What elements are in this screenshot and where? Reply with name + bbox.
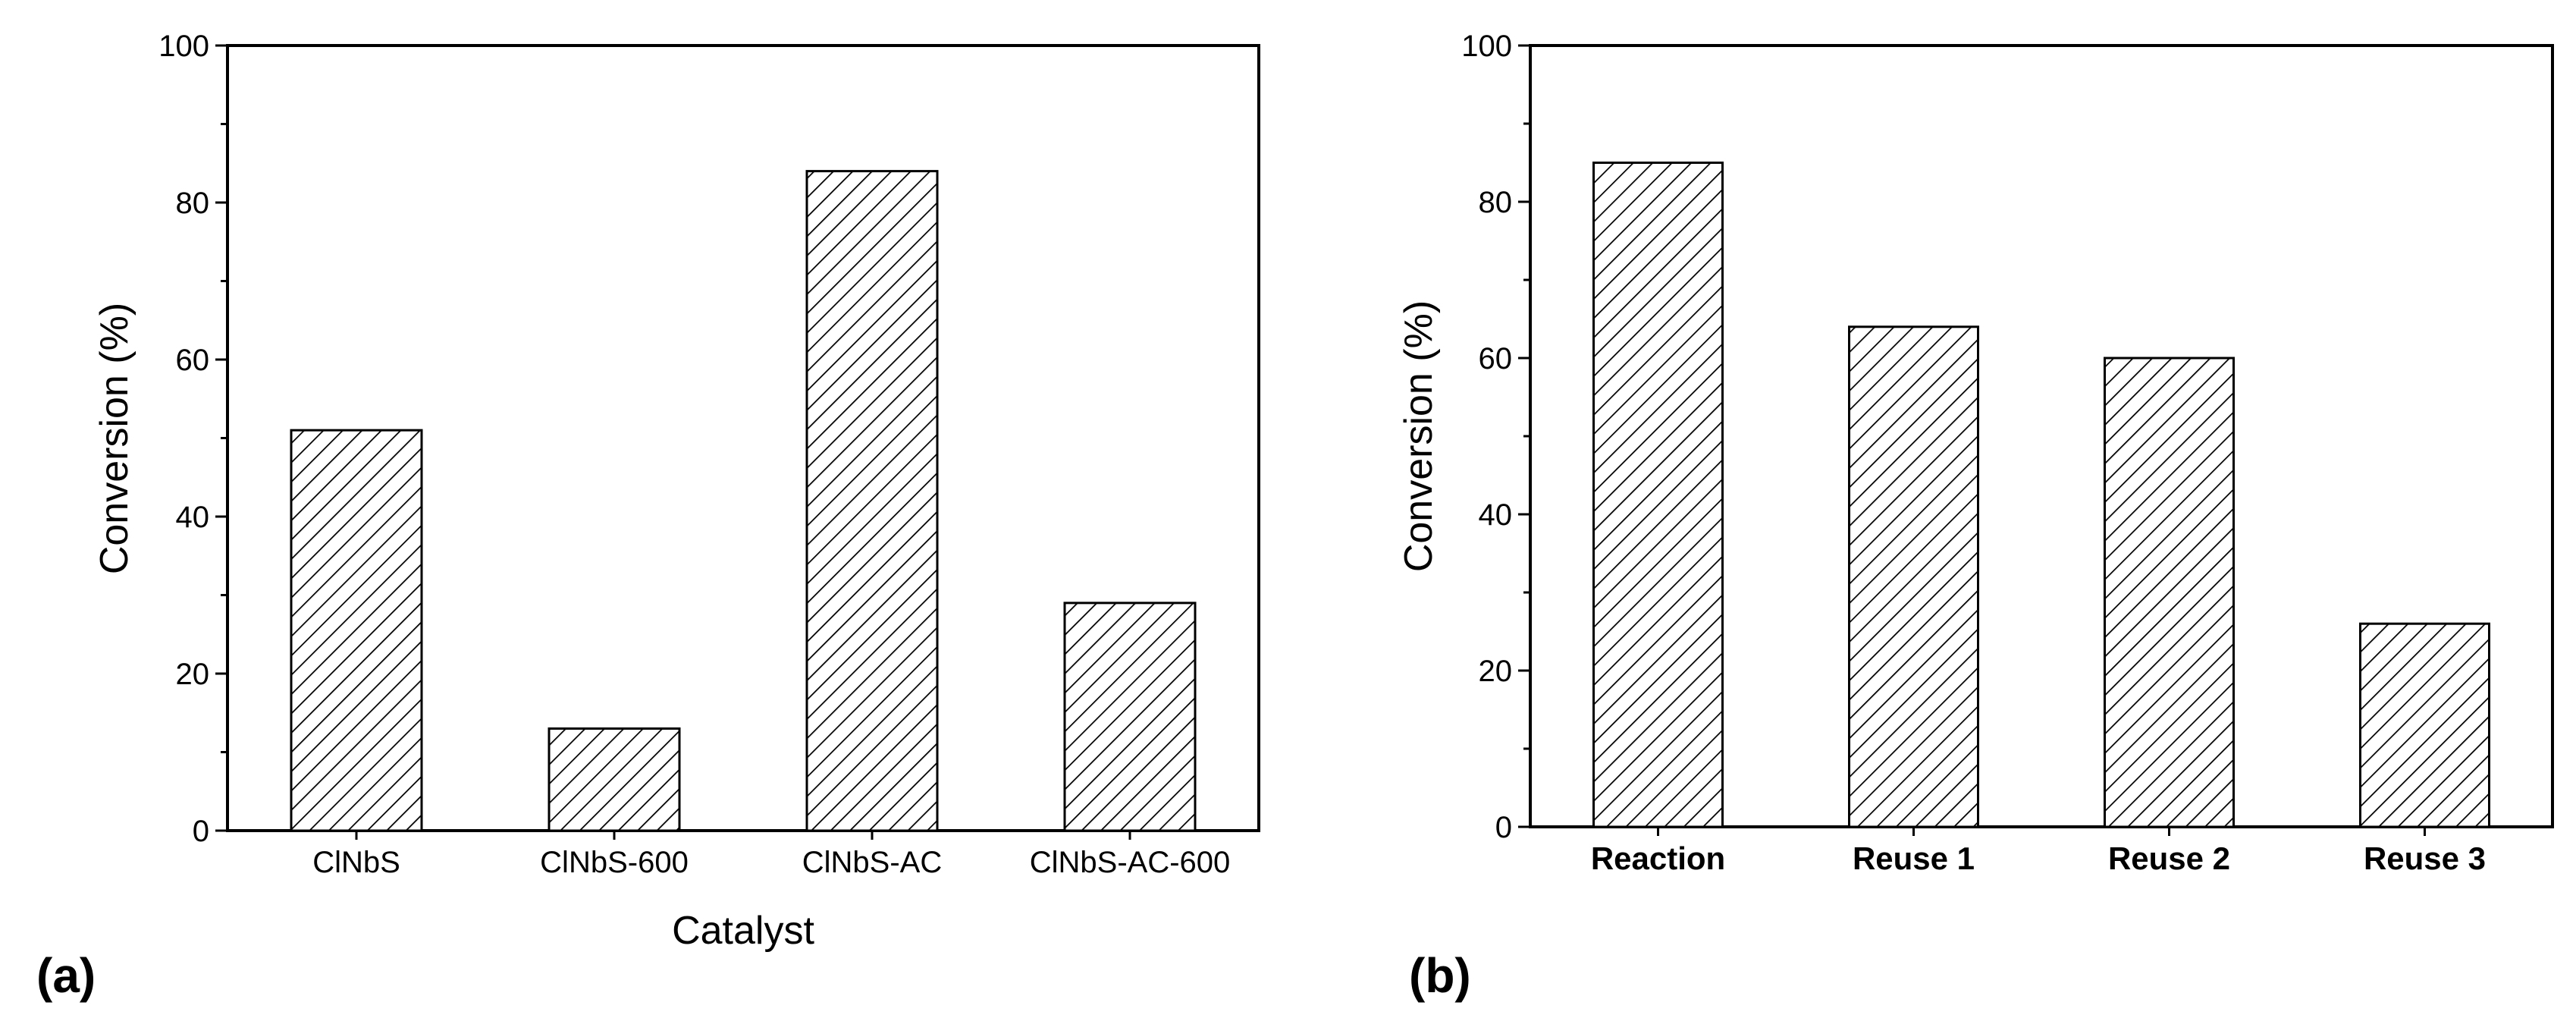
y-tick-label: 100 [158,30,209,63]
bar-a-4 [1063,602,1197,832]
x-tick-label: ClNbS-600 [540,846,689,879]
bar-b-2 [1848,325,1979,828]
y-tick-label: 0 [193,815,209,848]
x-axis-b: Reaction Reuse 1 Reuse 2 Reuse 3 [1591,827,2486,876]
y-tick-label: 20 [176,658,210,691]
y-tick-label: 80 [1479,186,1513,219]
chart-panel-b: 0 20 40 60 80 100 Reaction Reuse 1 Reuse 2 Reuse… [1397,30,2554,1003]
y-tick-label: 0 [1495,811,1512,844]
y-tick-label: 60 [1479,342,1513,375]
y-tick-label: 100 [1461,30,1512,63]
y-axis-title-a: Conversion (%) [93,303,136,574]
bar-a-2 [548,727,681,832]
bar-b-3 [2104,357,2235,828]
bars-b [1592,162,2490,828]
y-tick-label: 60 [176,344,210,377]
y-tick-label: 20 [1479,655,1513,688]
y-axis-a: 0 20 40 60 80 100 [158,30,227,848]
x-tick-label: ClNbS [312,846,400,879]
bar-b-4 [2359,622,2490,828]
bar-b-1 [1592,162,1724,828]
y-tick-label: 80 [176,187,210,220]
x-tick-label: Reuse 2 [2108,840,2230,876]
panel-label-b: (b) [1409,948,1471,1003]
bars-a [290,170,1197,832]
y-tick-label: 40 [1479,498,1513,532]
x-axis-title-a: Catalyst [672,909,814,953]
x-tick-label: Reuse 3 [2364,840,2486,876]
y-axis-b: 0 20 40 60 80 100 [1461,30,1530,844]
bar-a-1 [290,429,423,832]
panel-label-a: (a) [36,948,96,1003]
y-tick-label: 40 [176,501,210,534]
x-axis-a: ClNbS ClNbS-600 ClNbS-AC ClNbS-AC-600 [312,831,1230,879]
x-tick-label: Reaction [1591,840,1725,876]
y-axis-title-b: Conversion (%) [1397,300,1441,572]
x-tick-label: ClNbS-AC-600 [1030,846,1231,879]
x-tick-label: ClNbS-AC [802,846,942,879]
x-tick-label: Reuse 1 [1853,840,1975,876]
bar-a-3 [805,170,939,832]
